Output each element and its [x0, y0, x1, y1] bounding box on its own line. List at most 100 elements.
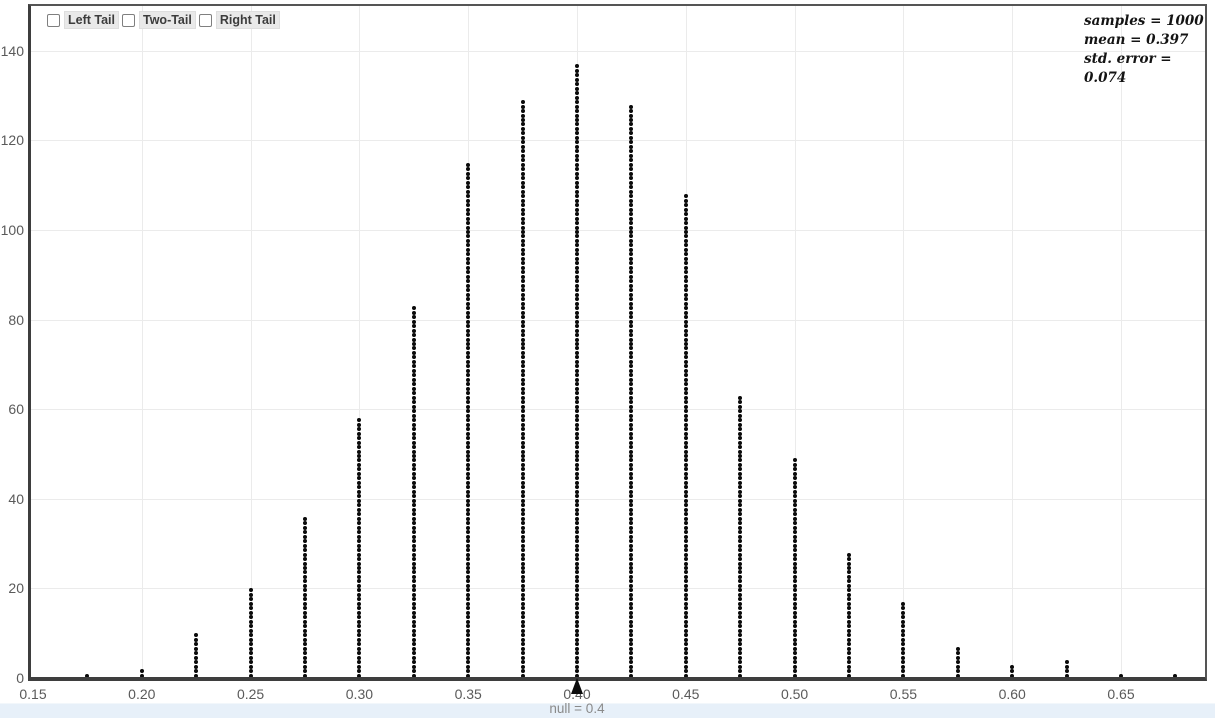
- sample-dot: [683, 601, 688, 606]
- sample-dot: [411, 413, 416, 418]
- dot-column: [738, 4, 743, 678]
- sample-dot: [575, 530, 579, 535]
- right-tail-checkbox[interactable]: [198, 13, 212, 27]
- two-tail-checkbox[interactable]: [122, 13, 135, 27]
- sample-dot: [792, 503, 797, 508]
- sample-dot: [575, 400, 579, 405]
- sample-dot: [683, 494, 688, 499]
- sample-dot: [792, 485, 797, 490]
- sample-dot: [575, 86, 579, 91]
- sample-dot: [411, 615, 416, 620]
- right-tail-label[interactable]: Right Tail: [215, 11, 280, 29]
- sample-dot: [792, 619, 797, 624]
- sample-dot: [466, 176, 471, 181]
- sample-dot: [629, 189, 634, 194]
- sample-dot: [466, 431, 471, 436]
- sample-dot: [575, 588, 579, 593]
- sample-dot: [738, 601, 743, 606]
- sample-dot: [466, 395, 471, 400]
- sample-dot: [683, 422, 688, 427]
- sample-dot: [575, 503, 579, 508]
- sample-dot: [629, 180, 634, 185]
- sample-dot: [683, 633, 688, 638]
- sample-dot: [520, 359, 525, 364]
- left-tail-checkbox[interactable]: [47, 13, 60, 27]
- sample-dot: [629, 566, 634, 570]
- sample-dot: [520, 297, 525, 302]
- sample-dot: [575, 494, 579, 499]
- sample-dot: [194, 637, 199, 642]
- sample-dot: [683, 646, 688, 651]
- sample-dot: [629, 409, 634, 414]
- sample-dot: [629, 301, 634, 306]
- sample-dot: [629, 404, 634, 409]
- sample-dot: [683, 606, 688, 611]
- sample-dot: [1064, 673, 1069, 678]
- sample-dot: [575, 512, 579, 517]
- sample-dot: [357, 583, 362, 588]
- sample-dot: [520, 288, 525, 293]
- sample-dot: [357, 552, 362, 557]
- sample-dot: [411, 651, 416, 656]
- sample-dot: [629, 153, 634, 158]
- sample-dot: [520, 673, 525, 678]
- sample-dot: [520, 391, 525, 396]
- sample-dot: [357, 489, 362, 494]
- sample-dot: [466, 601, 471, 606]
- y-tick-label: 0: [16, 670, 24, 686]
- dot-column: [357, 4, 362, 678]
- sample-dot: [1010, 669, 1015, 674]
- sample-dot: [411, 669, 416, 674]
- sample-dot: [683, 431, 688, 436]
- sample-dot: [466, 440, 471, 445]
- sample-dot: [520, 306, 525, 311]
- sample-dot: [683, 628, 688, 633]
- sample-dot: [520, 570, 525, 575]
- dot-column: [411, 4, 416, 678]
- sample-dot: [847, 566, 851, 570]
- sample-dot: [520, 566, 525, 570]
- sample-dot: [357, 507, 362, 512]
- sample-dot: [738, 498, 743, 503]
- left-tail-label[interactable]: Left Tail: [64, 11, 119, 29]
- sample-dot: [901, 606, 906, 611]
- sample-dot: [683, 462, 688, 467]
- sample-dot: [683, 292, 688, 297]
- two-tail-label[interactable]: Two-Tail: [139, 11, 196, 29]
- sample-dot: [357, 485, 362, 490]
- sample-dot: [575, 543, 579, 548]
- sample-dot: [575, 234, 579, 239]
- sample-dot: [357, 592, 362, 597]
- sample-dot: [248, 664, 253, 669]
- sample-dot: [520, 422, 525, 427]
- sample-dot: [955, 655, 960, 660]
- sample-dot: [792, 480, 797, 485]
- sample-dot: [248, 592, 253, 597]
- sample-dot: [792, 574, 797, 579]
- gridline-vertical: [1012, 4, 1014, 681]
- sample-dot: [738, 557, 743, 562]
- sample-dot: [520, 534, 525, 539]
- sample-dot: [575, 516, 579, 521]
- sample-dot: [411, 516, 416, 521]
- sample-dot: [792, 489, 797, 494]
- sample-dot: [575, 570, 579, 575]
- sample-dot: [466, 297, 471, 302]
- sample-dot: [683, 283, 688, 288]
- sample-dot: [792, 458, 797, 463]
- sample-dot: [248, 642, 253, 647]
- sample-dot: [683, 610, 688, 615]
- sample-dot: [411, 458, 416, 463]
- sample-dot: [575, 176, 579, 181]
- sample-dot: [847, 606, 851, 611]
- sample-dot: [955, 646, 960, 651]
- gridline-horizontal: [28, 230, 1207, 231]
- sample-dot: [629, 597, 634, 602]
- sample-dot: [955, 664, 960, 669]
- sample-dot: [575, 660, 579, 665]
- sample-dot: [629, 436, 634, 441]
- sample-dot: [629, 637, 634, 642]
- sample-dot: [575, 382, 579, 387]
- sample-dot: [629, 319, 634, 324]
- sample-dot: [683, 279, 688, 284]
